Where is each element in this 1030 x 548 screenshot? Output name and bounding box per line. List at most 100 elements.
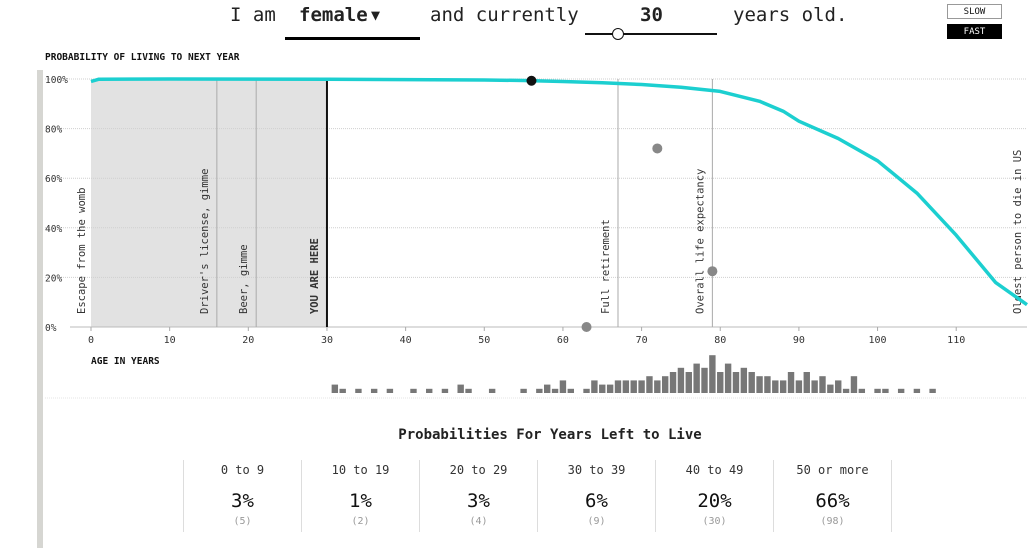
histogram-bar [858, 388, 866, 393]
x-axis-label: AGE IN YEARS [91, 356, 160, 367]
marker-label: YOU ARE HERE [309, 238, 321, 314]
probabilities-table: 0 to 9 3% (5) 10 to 19 1% (2) 20 to 29 3% (4) 30 … [183, 460, 892, 532]
prob-count: (5) [233, 516, 252, 527]
histogram-bar [370, 388, 378, 393]
left-edge-bar [37, 70, 43, 548]
histogram-bar [630, 380, 637, 393]
y-tick-label: 60% [45, 174, 62, 185]
header-controls: I am female ▼ and currently 30 years old… [0, 0, 1030, 40]
histogram-bar [819, 376, 826, 393]
histogram-bar [544, 384, 551, 393]
histogram-bar [811, 380, 818, 393]
age-slider[interactable] [585, 24, 717, 44]
histogram-bar [465, 388, 472, 393]
prob-range-label: 30 to 39 [567, 463, 626, 477]
prob-count: (30) [702, 516, 727, 527]
histogram-bar [488, 388, 496, 393]
histogram-bar [599, 384, 606, 393]
prob-column: 20 to 29 3% (4) [420, 460, 538, 532]
histogram-bar [756, 376, 763, 393]
sex-select[interactable]: female ▼ [285, 0, 420, 40]
histogram-bar [717, 372, 724, 393]
x-tick-label: 90 [793, 335, 805, 346]
sex-value: female [299, 4, 368, 26]
histogram-bar [669, 372, 677, 393]
prob-percent: 3% [467, 490, 490, 512]
prob-range-label: 0 to 9 [220, 463, 265, 477]
histogram-bar [835, 380, 842, 393]
histogram-bar [740, 367, 748, 393]
histogram-bar [457, 384, 464, 393]
prob-column: 40 to 49 20% (30) [656, 460, 774, 532]
age-slider-thumb[interactable] [612, 28, 624, 40]
histogram-bar [559, 380, 567, 393]
histogram-bar [897, 388, 905, 393]
speed-slow-button[interactable]: SLOW [947, 4, 1002, 19]
histogram-bar [441, 388, 449, 393]
prob-range-label: 40 to 49 [685, 463, 744, 477]
histogram-bar [787, 372, 795, 393]
marker-label: Oldest person to die in US [1012, 150, 1024, 314]
histogram-bar [850, 376, 858, 393]
marker-label: Driver's license, gimme [199, 169, 211, 314]
x-tick-label: 110 [947, 335, 965, 346]
x-tick-label: 50 [478, 335, 490, 346]
histogram-bar [638, 380, 645, 393]
histogram-bar [355, 388, 362, 393]
survival-curve [90, 77, 1029, 307]
survival-chart: PROBABILITY OF LIVING TO NEXT YEAR 0% 20% 4… [45, 52, 1029, 399]
histogram-bar [646, 376, 653, 393]
histogram-bar [874, 388, 881, 393]
x-tick-label: 80 [714, 335, 726, 346]
histogram-bar [622, 380, 630, 393]
histogram-bar [520, 388, 527, 393]
marker-label: Escape from the womb [76, 188, 88, 314]
marker-label: Full retirement [600, 219, 612, 314]
histogram-bar [842, 388, 850, 393]
y-tick-label: 0% [45, 323, 57, 334]
histogram-bar [882, 388, 889, 393]
histogram-bar [701, 367, 708, 393]
x-tick-label: 40 [400, 335, 412, 346]
y-tick-label: 80% [45, 125, 62, 136]
histogram-bar [536, 388, 543, 393]
histogram-bar [426, 388, 433, 393]
prob-percent: 20% [697, 490, 732, 512]
histogram-bar [567, 388, 574, 393]
probabilities-title: Probabilities For Years Left to Live [398, 427, 702, 443]
prob-percent: 3% [231, 490, 254, 512]
prob-range-label: 10 to 19 [331, 463, 390, 477]
y-tick-label: 100% [45, 75, 68, 86]
age-slider-track [585, 33, 717, 35]
histogram-bar [827, 384, 834, 393]
histogram-bar [732, 372, 740, 393]
y-tick-label: 40% [45, 224, 62, 235]
histogram-bar [331, 384, 339, 393]
y-tick-label: 20% [45, 273, 62, 284]
prob-column: 30 to 39 6% (9) [538, 460, 656, 532]
histogram-bar [583, 388, 590, 393]
speed-fast-button[interactable]: FAST [947, 24, 1002, 39]
histogram-bar [551, 388, 559, 393]
age-ball [526, 75, 537, 86]
prob-range-label: 20 to 29 [449, 463, 508, 477]
chevron-down-icon: ▼ [371, 6, 381, 24]
x-tick-label: 30 [321, 335, 333, 346]
prob-range-label: 50 or more [796, 463, 869, 477]
histogram-bar [779, 380, 787, 393]
histogram-bar [913, 388, 921, 393]
age-ball [707, 266, 718, 277]
prob-count: (2) [351, 516, 370, 527]
histogram-bar [929, 388, 936, 393]
histogram-bar [654, 380, 661, 393]
histogram-bar [661, 376, 669, 393]
age-value: 30 [640, 4, 663, 26]
x-tick-label: 20 [242, 335, 254, 346]
histogram-bar [606, 384, 614, 393]
histogram-bar [693, 363, 700, 393]
prob-count: (9) [587, 516, 606, 527]
intro-text: I am [230, 4, 276, 26]
histogram-bar [772, 380, 779, 393]
prob-count: (98) [820, 516, 845, 527]
lived-region [91, 79, 327, 327]
